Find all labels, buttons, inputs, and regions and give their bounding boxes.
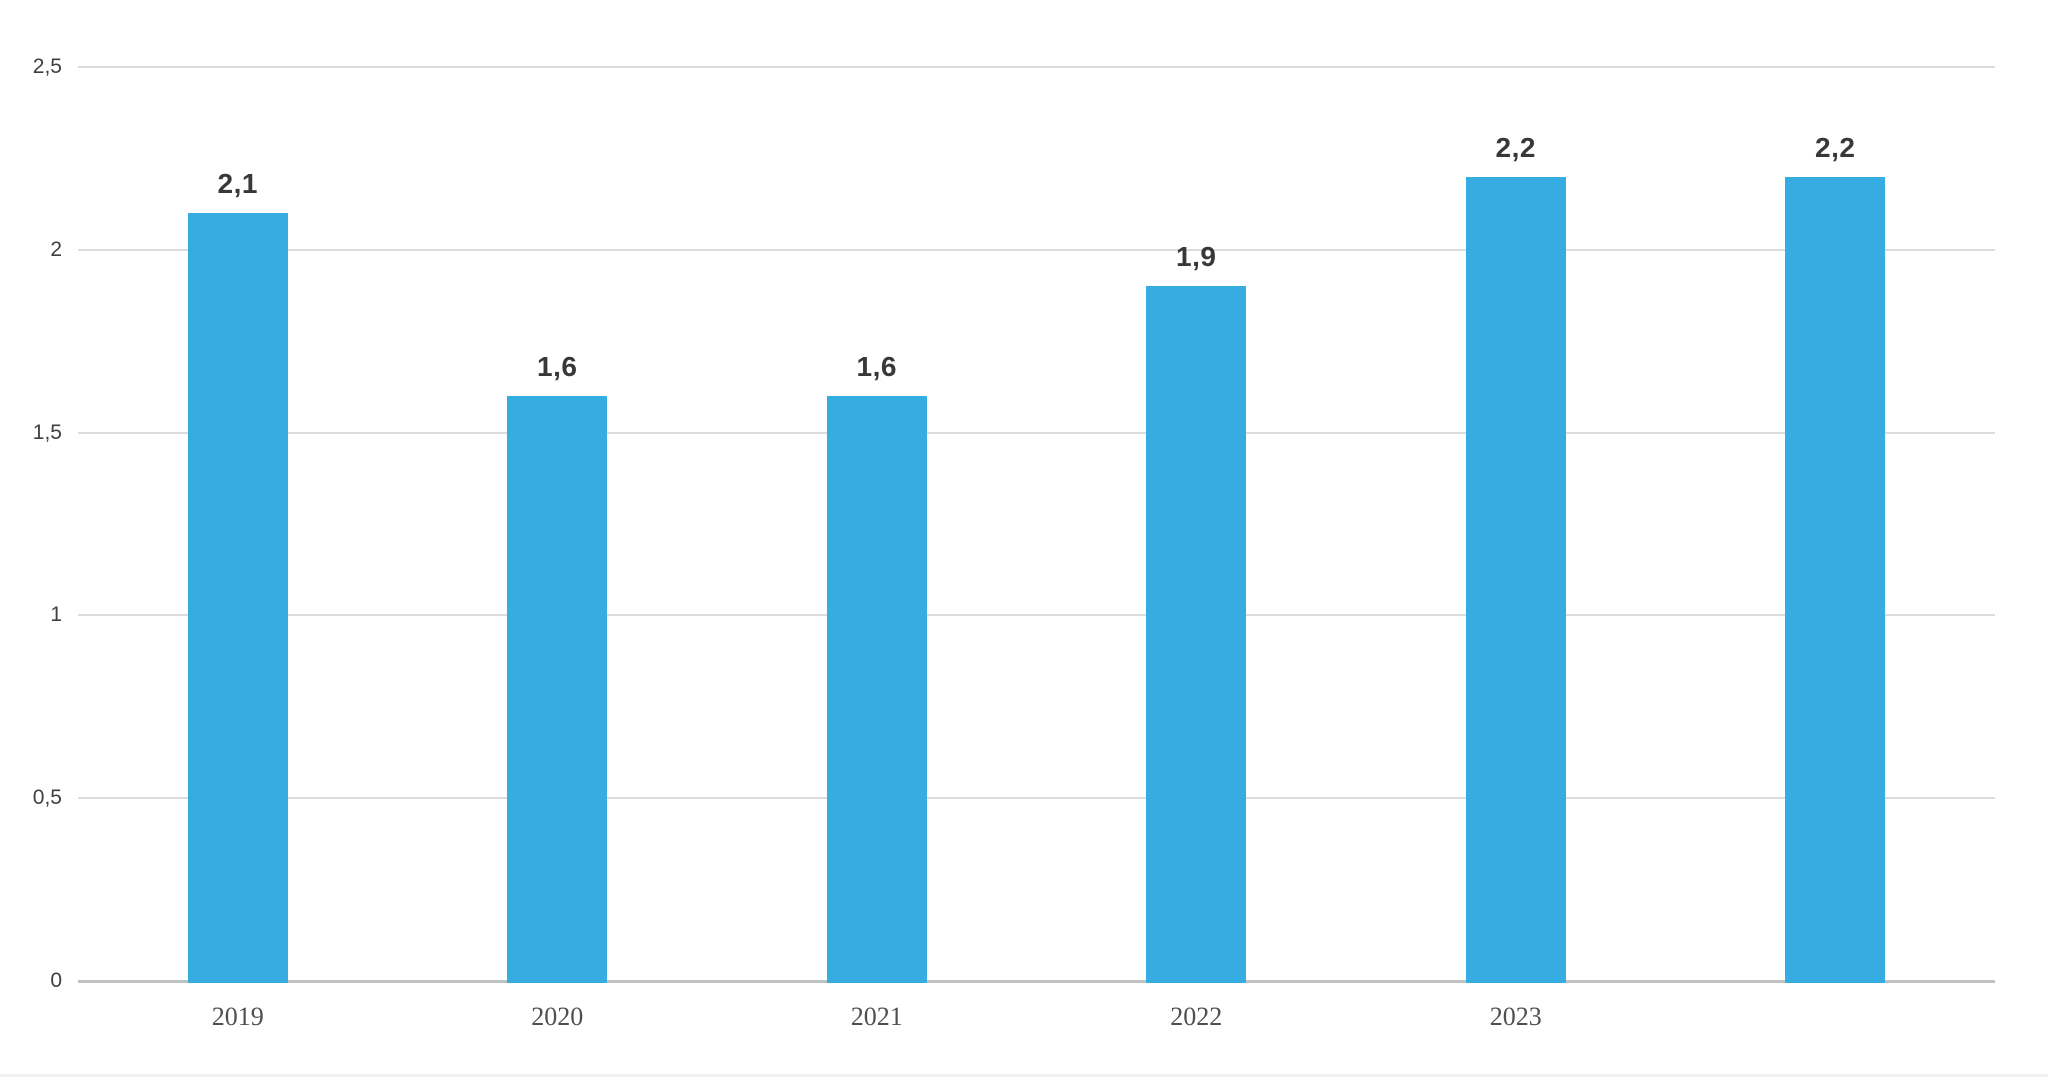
bar-2019 bbox=[187, 213, 288, 983]
bar-value-label: 1,6 bbox=[537, 351, 578, 383]
x-axis-label: 2022 bbox=[1170, 1002, 1223, 1031]
x-axis-label: 2021 bbox=[850, 1002, 903, 1031]
gridline bbox=[78, 614, 1995, 617]
x-axis-line bbox=[78, 979, 1995, 983]
x-axis-label: 2019 bbox=[211, 1002, 264, 1031]
bar-value-label: 2,2 bbox=[1815, 131, 1856, 163]
y-axis-tick-label: 0,5 bbox=[32, 786, 62, 810]
x-axis-label: 2020 bbox=[531, 1002, 584, 1031]
y-axis-tick-label: 2,5 bbox=[32, 55, 62, 78]
bar-2021 bbox=[826, 396, 927, 983]
y-axis-tick-label: 1,5 bbox=[32, 420, 62, 444]
y-axis-tick-label: 2 bbox=[50, 237, 62, 261]
x-axis-label bbox=[1745, 1000, 1925, 1034]
gridline bbox=[78, 248, 1995, 251]
image-bottom-edge bbox=[0, 1074, 2048, 1077]
gridline bbox=[78, 431, 1995, 434]
bar-value-label: 2,2 bbox=[1495, 131, 1536, 163]
gridline bbox=[78, 66, 1995, 68]
y-axis-tick-label: 0 bbox=[50, 969, 62, 992]
y-axis-tick-label: 1 bbox=[50, 603, 62, 627]
bar-value-label: 1,6 bbox=[856, 351, 897, 383]
bar-unlabeled bbox=[1785, 176, 1886, 983]
bar-2022 bbox=[1146, 286, 1247, 983]
gridline bbox=[78, 797, 1995, 800]
bar-value-label: 1,9 bbox=[1176, 241, 1217, 273]
bar-2020 bbox=[507, 396, 608, 983]
x-axis-label: 2023 bbox=[1489, 1002, 1542, 1031]
bar-value-label: 2,1 bbox=[217, 168, 258, 200]
bar-2023 bbox=[1465, 176, 1566, 983]
